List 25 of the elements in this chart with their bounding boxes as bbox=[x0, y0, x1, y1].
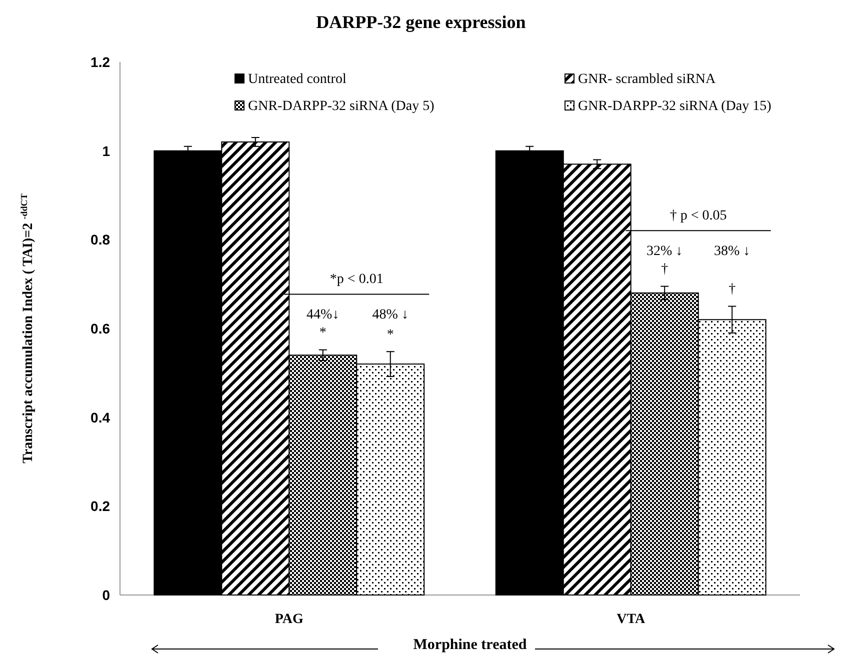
annotation: 38% ↓ bbox=[714, 244, 750, 260]
x-axis-title: Morphine treated bbox=[413, 637, 528, 653]
annotation: † bbox=[661, 262, 668, 277]
annotation: * bbox=[319, 325, 326, 340]
annotation: † p < 0.05 bbox=[670, 208, 727, 224]
legend-label: GNR-DARPP-32 siRNA (Day 15) bbox=[578, 99, 772, 114]
annotation: † bbox=[728, 282, 736, 297]
y-tick-label: 0.4 bbox=[90, 409, 110, 426]
annotation: *p < 0.01 bbox=[330, 272, 384, 288]
y-tick-label: 0 bbox=[102, 587, 110, 603]
annotation: 48% ↓ bbox=[372, 308, 408, 323]
x-tick-label: VTA bbox=[616, 612, 646, 627]
legend-label: GNR-DARPP-32 siRNA (Day 5) bbox=[248, 99, 435, 114]
y-tick-label: 0.8 bbox=[90, 232, 110, 248]
annotation: * bbox=[386, 327, 394, 342]
y-tick-label: 0.6 bbox=[90, 320, 110, 336]
y-tick-label: 1 bbox=[102, 142, 110, 159]
y-tick-label: 0.2 bbox=[90, 498, 110, 514]
annotation: 32% ↓ bbox=[646, 244, 683, 260]
legend-label: GNR- scrambled siRNA bbox=[578, 72, 717, 87]
legend-label: Untreated control bbox=[248, 72, 346, 87]
annotation: 44%↓ bbox=[306, 308, 340, 323]
x-tick-label: PAG bbox=[274, 612, 304, 627]
y-tick-label: 1.2 bbox=[90, 54, 110, 70]
chart-title: DARPP-32 gene expression bbox=[316, 12, 526, 32]
